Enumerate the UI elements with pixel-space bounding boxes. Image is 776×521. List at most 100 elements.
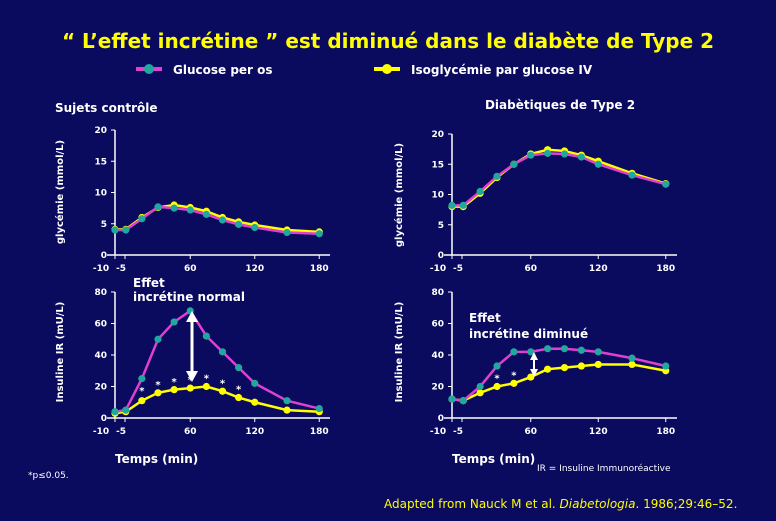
significance-star: *: [172, 377, 178, 388]
y-tick-label: 5: [438, 221, 444, 231]
data-point-oral: [122, 226, 130, 234]
legend-iv-label: Isoglycémie par glucose IV: [411, 63, 593, 77]
citation-prefix: Adapted from Nauck M et al.: [384, 497, 560, 511]
x-tick-label: 60: [524, 427, 537, 437]
y-axis-label: Insuline IR (mU/L): [394, 302, 405, 403]
data-point-oral: [170, 318, 178, 326]
x-tick-label: -5: [116, 264, 126, 274]
x-tick-label: 60: [524, 264, 537, 274]
data-point-oral: [459, 397, 467, 405]
data-point-oral: [154, 335, 162, 343]
x-tick-label: -10: [430, 264, 446, 274]
significance-star: *: [236, 385, 242, 396]
y-tick-label: 10: [431, 191, 444, 201]
data-point-oral: [476, 382, 484, 391]
x-tick-label: 120: [589, 264, 608, 274]
data-point-oral: [186, 206, 194, 214]
x-tick-label: 120: [245, 427, 264, 437]
y-tick-label: 80: [431, 288, 444, 298]
data-point-oral: [448, 201, 456, 209]
effect-diminished-arrow-head-down: [530, 369, 538, 377]
data-point-oral: [122, 406, 130, 414]
significance-star: *: [204, 374, 210, 385]
data-point-oral: [111, 408, 119, 416]
data-point-iv: [202, 382, 210, 391]
citation: Adapted from Nauck M et al. Diabetologia…: [384, 497, 737, 511]
data-point-iv: [544, 365, 552, 373]
data-point-oral: [283, 397, 291, 405]
y-axis-label: glycémie (mmol/L): [54, 140, 66, 244]
data-point-oral: [594, 160, 602, 168]
chart-control-glucose: 0 5 10 15 20 -10 -5 60 120 180 glycémie (mmol/L): [54, 126, 330, 274]
effect-normal-arrow-head-up: [186, 311, 198, 322]
data-point-oral: [315, 230, 323, 238]
data-point-oral: [448, 395, 456, 403]
slide-title: “ L’effet incrétine ” est diminué dans l…: [62, 29, 714, 53]
y-tick-label: 20: [431, 130, 444, 140]
chart-diabetic-insulin: 0 20 40 60 80 -10 -5 60 120 180 Insuline IR (mU/L)…: [394, 288, 677, 466]
x-tick-label: -10: [93, 427, 109, 437]
significance-star: *: [494, 374, 500, 385]
data-point-iv: [218, 387, 227, 395]
x-tick-label: 180: [310, 427, 329, 437]
data-point-oral: [138, 215, 146, 223]
data-point-oral: [560, 345, 569, 353]
data-point-oral: [493, 362, 501, 370]
data-point-oral: [476, 187, 484, 196]
data-point-iv: [235, 393, 243, 402]
data-point-oral: [202, 332, 210, 340]
data-point-oral: [154, 203, 162, 211]
significance-star: *: [188, 375, 194, 386]
data-point-iv: [476, 389, 484, 397]
x-tick-label: 60: [184, 264, 197, 274]
data-point-oral: [594, 348, 602, 356]
data-point-iv: [510, 379, 518, 387]
y-tick-label: 60: [431, 320, 444, 330]
data-point-iv: [527, 373, 535, 381]
data-point-oral: [628, 171, 636, 179]
data-point-iv: [138, 397, 146, 405]
panel-title-diabetic: Diabètiques de Type 2: [485, 98, 635, 112]
data-point-oral: [510, 348, 518, 356]
x-tick-label: -5: [453, 264, 463, 274]
y-axis-label: glycémie (mmol/L): [393, 143, 405, 247]
x-tick-label: -5: [453, 427, 463, 437]
data-point-oral: [527, 151, 535, 159]
data-point-iv: [283, 406, 291, 414]
effect-diminished-arrow-head-up: [530, 352, 538, 360]
data-point-oral: [251, 379, 259, 387]
effect-normal-annotation: Effet incrétine normal: [133, 276, 245, 382]
data-point-iv: [154, 389, 162, 397]
y-tick-label: 0: [438, 251, 444, 261]
data-point-iv: [628, 360, 636, 369]
x-tick-label: 120: [589, 427, 608, 437]
y-tick-label: 60: [94, 320, 107, 330]
data-point-oral: [251, 223, 259, 232]
citation-journal: Diabetologia: [560, 497, 636, 511]
y-tick-label: 80: [94, 288, 107, 298]
data-point-oral: [459, 201, 467, 209]
y-tick-label: 20: [94, 126, 107, 136]
data-point-oral: [235, 220, 243, 228]
chart-diabetic-glucose: 0 5 10 15 20 -10 -5 60 120 180 glycémie (mmol/L): [393, 130, 677, 274]
data-point-iv: [186, 384, 194, 392]
data-point-oral: [510, 160, 518, 168]
citation-suffix: . 1986;29:46–52.: [636, 497, 738, 511]
chart-control-insulin: 0 20 40 60 80 -10 -5 60 120 180 Insuline IR (mU/L)…: [55, 288, 330, 466]
data-point-oral: [218, 348, 227, 356]
y-tick-label: 20: [94, 383, 107, 393]
pvalue-footnote: *p≤0.05.: [28, 471, 69, 481]
data-point-oral: [577, 153, 585, 161]
data-point-iv: [170, 386, 178, 394]
data-point-oral: [662, 362, 670, 370]
y-tick-label: 0: [101, 414, 107, 424]
data-point-oral: [527, 348, 535, 356]
y-tick-label: 10: [94, 189, 107, 199]
data-point-oral: [577, 346, 585, 354]
significance-star: *: [511, 370, 517, 381]
data-point-iv: [493, 382, 501, 391]
data-point-oral: [235, 364, 243, 372]
series-line-oral: [114, 309, 320, 413]
